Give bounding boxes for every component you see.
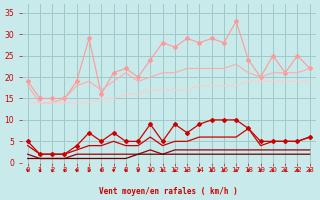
X-axis label: Vent moyen/en rafales ( km/h ): Vent moyen/en rafales ( km/h )	[99, 187, 238, 196]
